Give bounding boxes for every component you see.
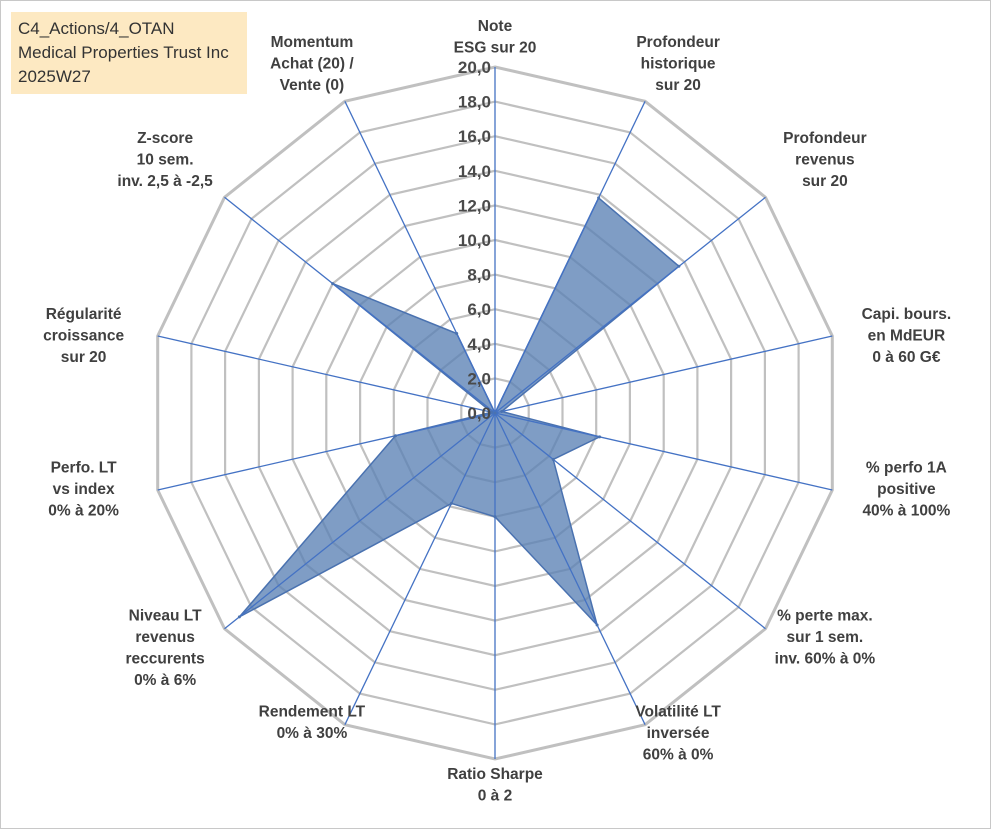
title-line-2: Medical Properties Trust Inc	[18, 43, 229, 62]
category-label-rendement-lt: 0% à 30%	[277, 725, 348, 742]
category-label-profondeur: Profondeur	[783, 130, 867, 147]
tick-label: 4,0	[467, 335, 491, 354]
axis-spoke	[344, 101, 496, 414]
axis-spoke	[157, 412, 496, 491]
category-label-capi-bours: Capi. bours.	[862, 306, 952, 323]
tick-label: 6,0	[467, 300, 491, 319]
category-label-niveau-lt: revenus	[135, 629, 194, 646]
tick-label: 2,0	[467, 369, 491, 388]
category-label-profondeur: sur 20	[655, 77, 701, 94]
tick-label: 10,0	[458, 231, 491, 250]
data-point	[331, 282, 335, 286]
axis-spoke	[494, 412, 646, 725]
category-label-note: ESG sur 20	[454, 40, 537, 57]
category-label-momentum: Achat (20) /	[270, 55, 354, 72]
tick-label: 0,0	[467, 404, 491, 423]
category-label-ratio-sharpe: 0 à 2	[478, 788, 512, 805]
category-label-volatilite-lt: 60% à 0%	[643, 747, 714, 764]
category-label-perfo-1a: % perfo 1A	[866, 460, 947, 477]
category-label-profondeur: revenus	[795, 151, 854, 168]
category-label-perfo-lt: 0% à 20%	[48, 503, 119, 520]
category-label-profondeur: historique	[641, 55, 716, 72]
data-point	[450, 501, 453, 505]
axis-spoke	[224, 196, 496, 414]
tick-label: 16,0	[458, 127, 491, 146]
category-label-momentum: Vente (0)	[280, 77, 345, 94]
category-label-profondeur: sur 20	[802, 173, 848, 190]
category-label-perte-max: inv. 60% à 0%	[775, 651, 876, 668]
tick-label: 12,0	[458, 196, 491, 215]
category-label-niveau-lt: Niveau LT	[129, 608, 202, 625]
category-label-regularite: croissance	[43, 327, 124, 344]
axis-spoke	[224, 412, 496, 630]
category-label-volatilite-lt: inversée	[647, 725, 710, 742]
data-point	[493, 515, 497, 519]
title-line-3: 2025W27	[18, 67, 91, 86]
category-label-note: Note	[478, 18, 513, 35]
category-label-niveau-lt: reccurents	[125, 651, 204, 668]
category-label-niveau-lt: 0% à 6%	[134, 672, 196, 689]
data-point	[595, 623, 599, 627]
category-label-capi-bours: 0 à 60 G€	[872, 349, 940, 366]
category-label-rendement-lt: Rendement LT	[259, 704, 366, 721]
title-line-1: C4_Actions/4_OTAN	[18, 19, 175, 38]
category-label-momentum: Momentum	[271, 34, 354, 51]
category-label-perfo-lt: Perfo. LT	[51, 460, 118, 477]
axis-spoke	[494, 196, 766, 414]
data-point	[394, 434, 397, 438]
title-box: C4_Actions/4_OTAN Medical Properties Tru…	[11, 12, 247, 94]
category-label-perfo-1a: positive	[877, 481, 936, 498]
category-label-z-score: Z-score	[137, 130, 193, 147]
category-label-perfo-lt: vs index	[53, 481, 115, 498]
tick-label: 14,0	[458, 162, 491, 181]
data-point	[598, 435, 602, 439]
data-point	[551, 457, 555, 461]
category-label-profondeur: Profondeur	[636, 34, 720, 51]
axis-spoke	[494, 101, 646, 414]
category-label-perte-max: sur 1 sem.	[787, 629, 864, 646]
tick-label: 18,0	[458, 93, 491, 112]
data-point	[237, 615, 241, 619]
data-point	[493, 411, 497, 415]
axis-spoke	[494, 412, 766, 630]
category-label-capi-bours: en MdEUR	[868, 327, 946, 344]
data-point	[500, 410, 504, 413]
axis-spoke	[157, 335, 496, 414]
category-label-perte-max: % perte max.	[777, 608, 873, 625]
tick-label: 20,0	[458, 58, 491, 77]
tick-label: 8,0	[467, 266, 491, 285]
data-point	[455, 332, 459, 335]
category-label-regularite: Régularité	[46, 306, 122, 323]
data-point	[597, 196, 601, 200]
axis-spoke	[494, 335, 833, 414]
category-label-volatilite-lt: Volatilité LT	[635, 704, 721, 721]
data-point	[490, 410, 494, 414]
category-label-z-score: inv. 2,5 à -2,5	[117, 173, 213, 190]
category-label-z-score: 10 sem.	[137, 151, 194, 168]
category-label-perfo-1a: 40% à 100%	[862, 503, 950, 520]
category-label-regularite: sur 20	[61, 349, 107, 366]
axis-spoke	[344, 412, 496, 725]
category-label-ratio-sharpe: Ratio Sharpe	[447, 766, 543, 783]
axis-spoke	[494, 412, 833, 491]
data-point	[677, 264, 681, 268]
